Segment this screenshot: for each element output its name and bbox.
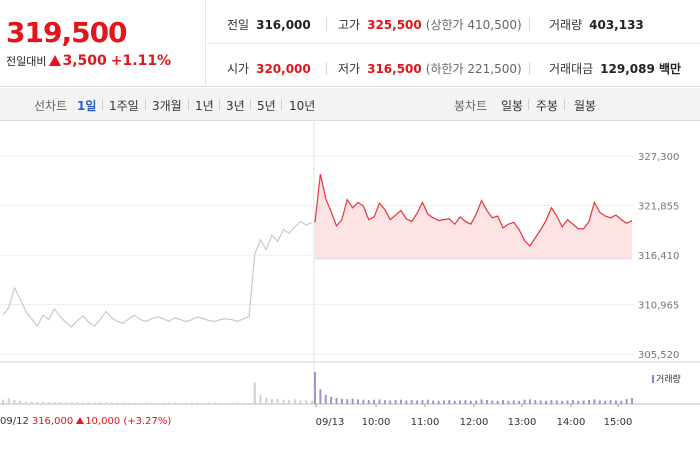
tab-divider xyxy=(145,99,146,110)
tab-daily-candle[interactable]: 일봉 xyxy=(501,99,524,113)
stat-label: 전일 xyxy=(227,18,250,32)
stat-label: 거래량 xyxy=(549,18,583,32)
stat-high: 고가 325,500 (상한가 410,500) xyxy=(338,16,522,33)
stat-low: 저가 316,500 (하한가 221,500) xyxy=(338,60,522,77)
upper-limit-label: 상한가 xyxy=(430,18,464,32)
change-amount: 3,500 xyxy=(62,53,107,69)
tab-1-day[interactable]: 1일 xyxy=(77,99,97,113)
tab-weekly-candle[interactable]: 주봉 xyxy=(536,99,559,113)
x-tick-label: 11:00 xyxy=(411,417,440,428)
prev-day-change: 10,000 (+3.27%) xyxy=(76,416,171,427)
divider xyxy=(529,18,530,31)
stat-label: 고가 xyxy=(338,18,361,32)
stat-label: 저가 xyxy=(338,62,361,76)
tab-1-year[interactable]: 1년 xyxy=(195,99,214,113)
chart-period-tabs: 선차트 1일 1주일 3개월 1년 3년 5년 10년 봉차트 일봉 주봉 월봉 xyxy=(0,88,700,121)
stat-value: 403,133 xyxy=(589,18,644,32)
x-tick-label: 13:00 xyxy=(508,417,537,428)
tab-divider xyxy=(281,99,282,110)
y-tick-label: 305,520 xyxy=(638,350,679,361)
stat-value: 325,500 xyxy=(367,18,422,32)
chart-canvas: 327,300 321,855 316,410 310,965 305,520 09/1… xyxy=(0,122,700,428)
tab-divider xyxy=(188,99,189,110)
volume-legend: 거래량 xyxy=(652,372,681,385)
tab-5-years[interactable]: 5년 xyxy=(257,99,276,113)
price-box: 319,500 전일대비 3,500 +1.11% xyxy=(0,0,206,87)
x-tick-label: 09/13 xyxy=(316,417,345,428)
y-tick-label: 321,855 xyxy=(638,202,679,213)
tab-divider xyxy=(250,99,251,110)
x-tick-label: 15:00 xyxy=(604,417,633,428)
tab-divider xyxy=(528,99,529,110)
price-change: 전일대비 3,500 +1.11% xyxy=(6,53,171,69)
row-divider xyxy=(206,43,700,44)
current-price: 319,500 xyxy=(6,16,128,49)
x-tick-label: 10:00 xyxy=(362,417,391,428)
x-tick-label: 12:00 xyxy=(460,417,489,428)
tab-divider xyxy=(102,99,103,110)
lower-limit: (하한가 221,500) xyxy=(425,62,522,76)
volume-legend-label: 거래량 xyxy=(656,375,681,385)
tab-3-years[interactable]: 3년 xyxy=(226,99,245,113)
tab-3-months[interactable]: 3개월 xyxy=(152,99,182,113)
prev-day-close: 316,000 xyxy=(31,416,74,427)
prev-day-summary: 09/12 316,000 10,000 (+3.27%) xyxy=(0,416,171,427)
up-triangle-icon xyxy=(76,417,85,424)
divider xyxy=(529,62,530,75)
series-today-area xyxy=(315,174,632,259)
y-tick-label: 327,300 xyxy=(638,152,679,163)
series-today-line xyxy=(314,174,633,247)
upper-limit-value: 410,500 xyxy=(467,18,518,32)
x-tick-label: 14:00 xyxy=(557,417,586,428)
line-chart-label: 선차트 xyxy=(34,99,68,113)
upper-limit: (상한가 410,500) xyxy=(425,18,522,32)
stock-summary: 319,500 전일대비 3,500 +1.11% 전일 316,000 고가 325,… xyxy=(0,0,700,87)
up-triangle-icon xyxy=(49,55,62,66)
price-chart: 327,300 321,855 316,410 310,965 305,520 09/1… xyxy=(0,122,700,450)
stat-trade-value: 거래대금 129,089 백만 xyxy=(549,60,681,77)
tab-divider xyxy=(219,99,220,110)
stat-value: 316,000 xyxy=(256,18,311,32)
tab-10-years[interactable]: 10년 xyxy=(289,99,316,113)
change-label: 전일대비 xyxy=(6,55,47,68)
stat-value: 129,089 백만 xyxy=(600,62,682,76)
tab-1-week[interactable]: 1주일 xyxy=(109,99,139,113)
divider xyxy=(326,62,327,75)
y-tick-label: 316,410 xyxy=(638,251,679,262)
lower-limit-label: 하한가 xyxy=(430,62,464,76)
tab-divider xyxy=(564,99,565,110)
stat-volume: 거래량 403,133 xyxy=(549,16,644,33)
lower-limit-value: 221,500 xyxy=(467,62,518,76)
stat-open: 시가 320,000 xyxy=(227,60,311,77)
series-prev-day-line xyxy=(2,220,313,328)
change-percent: +1.11% xyxy=(110,53,172,69)
volume-legend-marker xyxy=(652,375,654,383)
stat-prev-close: 전일 316,000 xyxy=(227,16,311,33)
prev-day-date: 09/12 xyxy=(0,416,29,427)
stat-label: 시가 xyxy=(227,62,250,76)
stat-label: 거래대금 xyxy=(549,62,594,76)
y-tick-label: 310,965 xyxy=(638,301,679,312)
stat-value: 316,500 xyxy=(367,62,422,76)
tab-monthly-candle[interactable]: 월봉 xyxy=(574,99,597,113)
divider xyxy=(326,18,327,31)
candle-chart-label: 봉차트 xyxy=(454,99,488,113)
stat-value: 320,000 xyxy=(256,62,311,76)
